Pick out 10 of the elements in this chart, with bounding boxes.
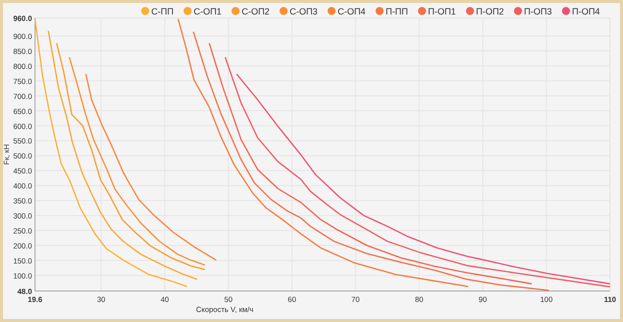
legend-label: П-ОП1: [428, 6, 456, 16]
legend-label: П-ОП2: [476, 6, 504, 16]
legend-label: П-ПП: [386, 6, 408, 16]
legend-label: С-ОП4: [338, 6, 366, 16]
legend-label: С-ОП2: [242, 6, 270, 16]
legend-label: С-ПП: [151, 6, 174, 16]
legend-label: П-ОП3: [524, 6, 552, 16]
legend-label: П-ОП4: [572, 6, 600, 16]
legend-label: С-ОП3: [290, 6, 318, 16]
legend-label: С-ОП1: [194, 6, 222, 16]
